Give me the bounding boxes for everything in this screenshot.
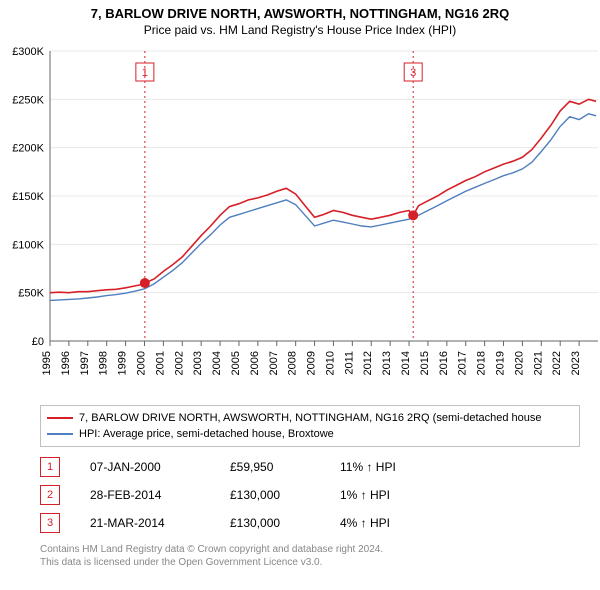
svg-text:£250K: £250K <box>12 94 44 106</box>
svg-text:2005: 2005 <box>230 351 242 375</box>
transaction-row: 1 07-JAN-2000£59,95011% ↑ HPI <box>40 457 580 477</box>
svg-text:2015: 2015 <box>419 351 431 375</box>
transaction-date: 28-FEB-2014 <box>90 488 230 502</box>
svg-text:£150K: £150K <box>12 191 44 203</box>
svg-text:2019: 2019 <box>495 351 507 375</box>
svg-text:1995: 1995 <box>41 351 53 375</box>
transaction-price: £59,950 <box>230 460 340 474</box>
legend-item: 7, BARLOW DRIVE NORTH, AWSWORTH, NOTTING… <box>47 410 573 426</box>
svg-text:2002: 2002 <box>173 351 185 375</box>
legend-label: HPI: Average price, semi-detached house,… <box>79 426 334 442</box>
transactions-table: 1 07-JAN-2000£59,95011% ↑ HPI 2 28-FEB-2014… <box>40 457 580 533</box>
svg-text:£200K: £200K <box>12 143 44 155</box>
transaction-hpi: 4% ↑ HPI <box>340 516 390 530</box>
legend-item: HPI: Average price, semi-detached house,… <box>47 426 573 442</box>
svg-text:1: 1 <box>142 67 148 79</box>
attribution-line: This data is licensed under the Open Gov… <box>40 556 580 569</box>
svg-text:2017: 2017 <box>457 351 469 375</box>
svg-text:2009: 2009 <box>306 351 318 375</box>
transaction-marker: 2 <box>40 485 60 505</box>
svg-text:2006: 2006 <box>249 351 261 375</box>
transaction-row: 3 21-MAR-2014£130,0004% ↑ HPI <box>40 513 580 533</box>
svg-text:2001: 2001 <box>154 351 166 375</box>
chart-svg: £0 £50K £100K £150K £200K £250K £300K 1995 1996 1… <box>0 41 600 401</box>
svg-text:1997: 1997 <box>79 351 91 375</box>
svg-text:£0: £0 <box>32 336 44 348</box>
legend-swatch <box>47 433 73 435</box>
line-chart: £0 £50K £100K £150K £200K £250K £300K 1995 1996 1… <box>0 41 600 401</box>
legend: 7, BARLOW DRIVE NORTH, AWSWORTH, NOTTING… <box>40 405 580 447</box>
svg-text:2014: 2014 <box>400 351 412 375</box>
transaction-hpi: 1% ↑ HPI <box>340 488 390 502</box>
svg-text:2008: 2008 <box>287 351 299 375</box>
transaction-marker: 1 <box>40 457 60 477</box>
attribution-line: Contains HM Land Registry data © Crown c… <box>40 543 580 556</box>
svg-text:2023: 2023 <box>570 351 582 375</box>
chart-subtitle: Price paid vs. HM Land Registry's House … <box>0 21 600 37</box>
transaction-price: £130,000 <box>230 516 340 530</box>
svg-text:£50K: £50K <box>18 288 44 300</box>
svg-text:2016: 2016 <box>438 351 450 375</box>
transaction-price: £130,000 <box>230 488 340 502</box>
svg-text:2021: 2021 <box>532 351 544 375</box>
svg-text:2018: 2018 <box>476 351 488 375</box>
svg-text:2007: 2007 <box>268 351 280 375</box>
svg-text:2011: 2011 <box>343 351 355 375</box>
transaction-date: 07-JAN-2000 <box>90 460 230 474</box>
svg-text:2020: 2020 <box>513 351 525 375</box>
svg-text:1999: 1999 <box>117 351 129 375</box>
svg-text:1998: 1998 <box>98 351 110 375</box>
svg-text:2012: 2012 <box>362 351 374 375</box>
transaction-marker: 3 <box>40 513 60 533</box>
price-chart-container: { "header": { "title": "7, BARLOW DRIVE … <box>0 0 600 590</box>
legend-swatch <box>47 417 73 419</box>
svg-text:2000: 2000 <box>135 351 147 375</box>
legend-label: 7, BARLOW DRIVE NORTH, AWSWORTH, NOTTING… <box>79 410 542 426</box>
transaction-hpi: 11% ↑ HPI <box>340 460 396 474</box>
chart-title: 7, BARLOW DRIVE NORTH, AWSWORTH, NOTTING… <box>0 0 600 21</box>
svg-text:£100K: £100K <box>12 239 44 251</box>
svg-text:1996: 1996 <box>60 351 72 375</box>
svg-text:2004: 2004 <box>211 351 223 375</box>
transaction-date: 21-MAR-2014 <box>90 516 230 530</box>
svg-text:2022: 2022 <box>551 351 563 375</box>
attribution: Contains HM Land Registry data © Crown c… <box>40 543 580 569</box>
svg-text:2013: 2013 <box>381 351 393 375</box>
svg-text:2010: 2010 <box>324 351 336 375</box>
svg-text:£300K: £300K <box>12 46 44 58</box>
transaction-row: 2 28-FEB-2014£130,0001% ↑ HPI <box>40 485 580 505</box>
svg-text:3: 3 <box>410 67 416 79</box>
svg-text:2003: 2003 <box>192 351 204 375</box>
